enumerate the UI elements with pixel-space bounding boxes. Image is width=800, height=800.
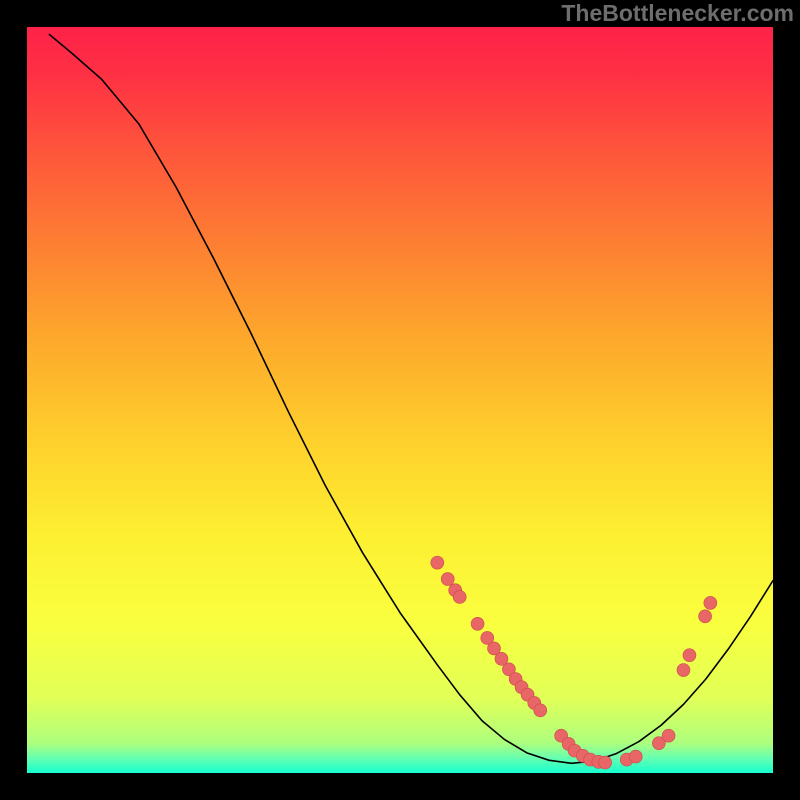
data-marker: [599, 756, 612, 769]
source-watermark: TheBottlenecker.com: [561, 0, 794, 27]
data-marker: [471, 617, 484, 630]
data-marker: [704, 596, 717, 609]
gradient-background: [27, 27, 773, 773]
data-marker: [699, 610, 712, 623]
plot-svg: [27, 27, 773, 773]
data-marker: [534, 704, 547, 717]
data-marker: [453, 590, 466, 603]
data-marker: [677, 664, 690, 677]
data-marker: [629, 750, 642, 763]
data-marker: [431, 556, 444, 569]
plot-area: [27, 27, 773, 773]
chart-container: TheBottlenecker.com: [0, 0, 800, 800]
data-marker: [441, 573, 454, 586]
data-marker: [662, 729, 675, 742]
data-marker: [683, 649, 696, 662]
